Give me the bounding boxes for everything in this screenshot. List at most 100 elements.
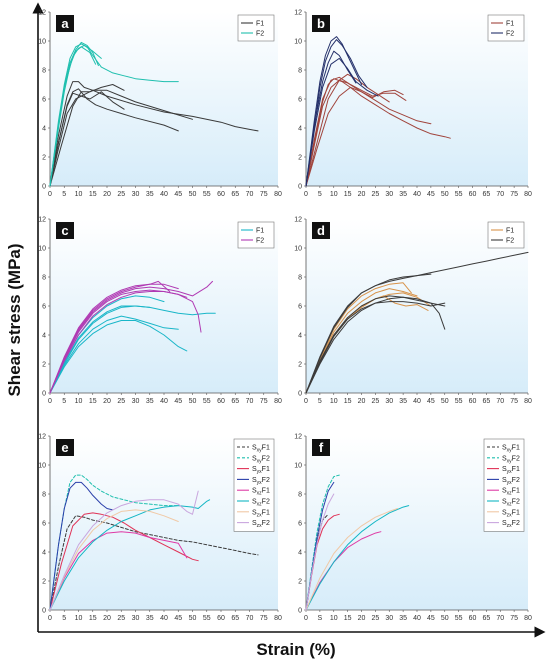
x-tick-label: 45 bbox=[174, 615, 182, 622]
x-tick-label: 10 bbox=[330, 191, 338, 198]
x-tick-label: 40 bbox=[413, 191, 421, 198]
series-line-e-SxyF1 bbox=[49, 515, 259, 611]
series-line-a-F1 bbox=[49, 91, 125, 187]
x-tick-label: 45 bbox=[427, 398, 435, 405]
y-tick-label: 8 bbox=[42, 275, 46, 282]
panel-label-box bbox=[56, 222, 74, 239]
x-tick-label: 30 bbox=[385, 398, 393, 405]
series-line-d-F2 bbox=[305, 296, 446, 394]
legend-label: SxzF1 bbox=[252, 488, 270, 497]
x-tick-label: 15 bbox=[89, 615, 97, 622]
x-tick-label: 55 bbox=[203, 398, 211, 405]
x-tick-label: 40 bbox=[160, 191, 168, 198]
x-tick-label: 15 bbox=[89, 191, 97, 198]
x-tick-label: 10 bbox=[75, 398, 83, 405]
y-tick-label: 12 bbox=[38, 217, 46, 224]
x-tick-label: 0 bbox=[48, 191, 52, 198]
x-tick-label: 65 bbox=[231, 191, 239, 198]
x-tick-label: 80 bbox=[524, 615, 532, 622]
legend-label: F2 bbox=[256, 238, 264, 245]
panel-label-box bbox=[56, 439, 74, 456]
x-tick-label: 10 bbox=[75, 615, 83, 622]
y-tick-label: 0 bbox=[298, 391, 302, 398]
legend-label: SxzF1 bbox=[502, 488, 520, 497]
legend-box bbox=[483, 438, 525, 532]
x-tick-label: 20 bbox=[103, 191, 111, 198]
series-line-e-SxyF2 bbox=[49, 474, 179, 611]
y-tick-label: 8 bbox=[298, 275, 302, 282]
panel-label-d: d bbox=[312, 222, 330, 239]
legend-label: F2 bbox=[506, 238, 514, 245]
x-tick-label: 40 bbox=[160, 398, 168, 405]
series-line-a-F2 bbox=[49, 43, 179, 187]
x-tick-label: 70 bbox=[246, 191, 254, 198]
panel-label-b: b bbox=[312, 15, 330, 32]
y-tick-label: 6 bbox=[298, 97, 302, 104]
x-tick-label: 15 bbox=[344, 615, 352, 622]
x-tick-label: 80 bbox=[274, 398, 282, 405]
panel-d: 0 2 4 6 8 10 12 0 5 10 15 20 25 30 35 40 45 50 55 60 65 70 75 8… bbox=[294, 217, 532, 406]
legend-label: SyxF2 bbox=[502, 477, 520, 486]
legend-label: F2 bbox=[506, 31, 514, 38]
y-tick-label: 4 bbox=[42, 333, 46, 340]
x-tick-label: 35 bbox=[399, 615, 407, 622]
x-tick-label: 35 bbox=[146, 615, 154, 622]
x-tick-label: 25 bbox=[117, 191, 125, 198]
x-tick-label: 60 bbox=[217, 615, 225, 622]
x-tick-label: 40 bbox=[413, 398, 421, 405]
x-tick-label: 50 bbox=[189, 191, 197, 198]
panel-label-text: c bbox=[61, 223, 68, 238]
y-tick-label: 4 bbox=[298, 126, 302, 133]
y-tick-label: 2 bbox=[298, 155, 302, 162]
x-tick-label: 75 bbox=[260, 191, 268, 198]
series-line-b-F1 bbox=[305, 73, 390, 187]
y-tick-label: 0 bbox=[298, 184, 302, 191]
x-tick-label: 40 bbox=[413, 615, 421, 622]
legend-label: SxyF2 bbox=[252, 455, 270, 464]
series-line-a-F1 bbox=[49, 84, 125, 187]
y-tick-label: 2 bbox=[42, 579, 46, 586]
series-line-c-F2 bbox=[49, 291, 188, 394]
x-tick-label: 5 bbox=[62, 191, 66, 198]
x-tick-label: 40 bbox=[160, 615, 168, 622]
x-tick-label: 25 bbox=[117, 398, 125, 405]
y-tick-label: 10 bbox=[294, 39, 302, 46]
x-tick-label: 5 bbox=[318, 398, 322, 405]
y-tick-label: 8 bbox=[298, 492, 302, 499]
series-line-d-F1 bbox=[305, 288, 418, 394]
x-tick-label: 20 bbox=[358, 398, 366, 405]
x-tick-label: 20 bbox=[103, 398, 111, 405]
x-tick-label: 25 bbox=[371, 398, 379, 405]
x-tick-label: 45 bbox=[174, 191, 182, 198]
x-tick-label: 5 bbox=[318, 191, 322, 198]
x-tick-label: 70 bbox=[246, 615, 254, 622]
panel-label-box bbox=[56, 15, 74, 32]
legend-label: F1 bbox=[256, 228, 264, 235]
x-tick-label: 50 bbox=[189, 398, 197, 405]
legend-label: SxyF1 bbox=[252, 445, 270, 454]
panel-label-c: c bbox=[56, 222, 74, 239]
x-tick-label: 80 bbox=[274, 615, 282, 622]
y-tick-label: 4 bbox=[298, 333, 302, 340]
x-tick-label: 80 bbox=[274, 191, 282, 198]
x-tick-label: 55 bbox=[455, 191, 463, 198]
x-tick-label: 15 bbox=[344, 398, 352, 405]
legend-label: SyxF2 bbox=[252, 477, 270, 486]
y-tick-label: 10 bbox=[38, 246, 46, 253]
panel-label-text: b bbox=[317, 16, 325, 31]
y-tick-label: 6 bbox=[42, 521, 46, 528]
x-tick-label: 35 bbox=[146, 398, 154, 405]
x-tick-label: 75 bbox=[260, 398, 268, 405]
legend-box bbox=[237, 221, 275, 249]
series-line-b-F1 bbox=[305, 86, 404, 187]
x-tick-label: 70 bbox=[496, 615, 504, 622]
y-tick-label: 10 bbox=[294, 246, 302, 253]
x-tick-label: 25 bbox=[371, 191, 379, 198]
x-tick-label: 55 bbox=[455, 615, 463, 622]
x-tick-label: 35 bbox=[399, 191, 407, 198]
panel-label-box bbox=[312, 15, 330, 32]
